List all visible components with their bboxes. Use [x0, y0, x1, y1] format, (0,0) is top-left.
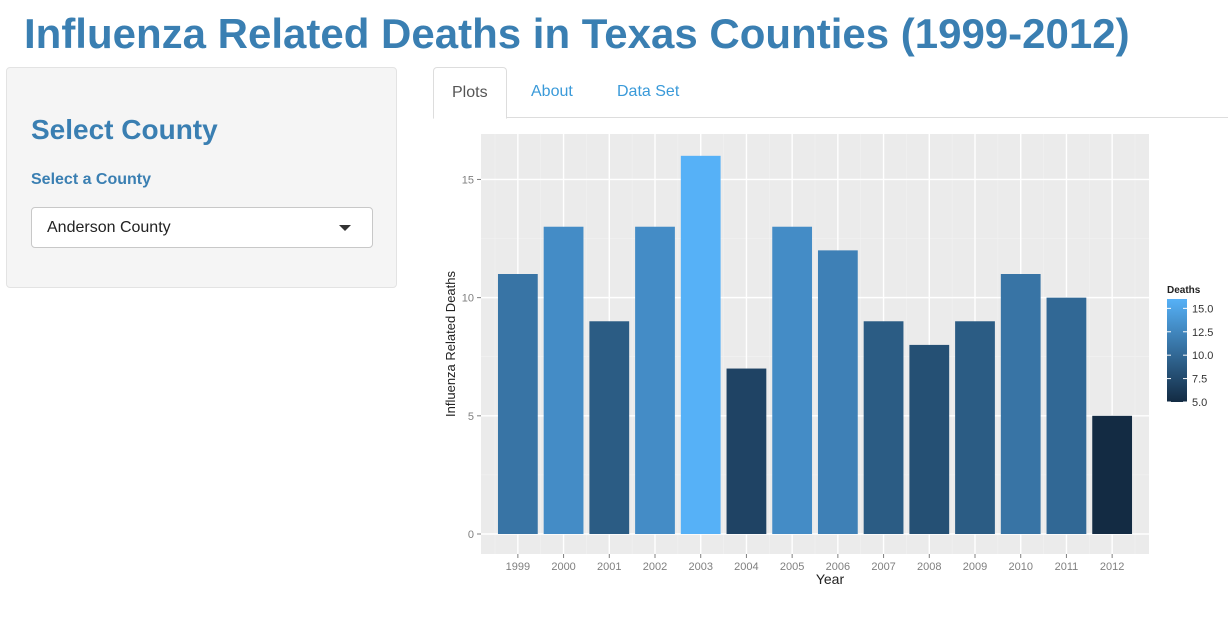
- x-tick-label: 2010: [1008, 561, 1032, 573]
- tab-bar: Plots About Data Set: [433, 67, 1228, 119]
- deaths-chart: 0 5 10 15 1999 2000 2001 2002 2003 2004 2005 2006 2…: [433, 124, 1228, 594]
- bar-2011: [1046, 297, 1087, 534]
- bar-2001: [589, 321, 630, 534]
- x-tick-label: 1999: [506, 561, 530, 573]
- x-tick-label: 2005: [780, 561, 804, 573]
- sidebar-panel: Select County Select a County Anderson C…: [6, 67, 397, 288]
- legend-title: Deaths: [1167, 285, 1201, 296]
- bar-2012: [1092, 415, 1133, 534]
- y-tick-label: 10: [462, 293, 474, 305]
- x-tick-label: 2004: [734, 561, 758, 573]
- tab-plots[interactable]: Plots: [433, 67, 507, 119]
- bar-2004: [726, 368, 767, 534]
- y-axis-ticks: 0 5 10 15: [462, 174, 481, 541]
- chevron-down-icon: [339, 225, 351, 231]
- bar-2008: [909, 344, 950, 534]
- county-select-value: Anderson County: [47, 219, 171, 236]
- y-tick-label: 5: [468, 411, 474, 423]
- legend-tick-label: 5.0: [1192, 397, 1207, 409]
- bar-2009: [955, 321, 995, 534]
- bar-2007: [863, 321, 904, 534]
- legend-tick-label: 7.5: [1192, 374, 1207, 386]
- x-axis-label: Year: [816, 571, 845, 587]
- y-axis-label: Influenza Related Deaths: [443, 271, 458, 417]
- tab-about[interactable]: About: [531, 83, 573, 100]
- y-tick-label: 0: [468, 529, 474, 541]
- bar-2003: [680, 155, 721, 534]
- x-tick-label: 2003: [688, 561, 712, 573]
- x-tick-label: 2002: [643, 561, 667, 573]
- county-select-label: Select a County: [31, 171, 152, 188]
- legend-ticks: 15.0 12.5 10.0 7.5 5.0: [1167, 303, 1213, 409]
- bar-1999: [497, 274, 538, 534]
- sidebar-heading: Select County: [31, 114, 218, 145]
- legend-tick-label: 10.0: [1192, 350, 1213, 362]
- bar-2005: [772, 226, 813, 534]
- grid-minor: [481, 134, 1149, 554]
- deaths-bar-chart: 0 5 10 15 1999 2000 2001 2002 2003 2004 2005 2006 2…: [443, 134, 1213, 587]
- x-tick-label: 2012: [1100, 561, 1124, 573]
- x-tick-label: 2000: [551, 561, 575, 573]
- x-axis-ticks: 1999 2000 2001 2002 2003 2004 2005 2006 2007 2008…: [506, 554, 1124, 573]
- x-tick-label: 2011: [1055, 561, 1079, 573]
- bar-2010: [1000, 274, 1041, 534]
- x-tick-label: 2009: [963, 561, 987, 573]
- bar-2006: [817, 250, 858, 534]
- legend: Deaths 15.0 12.5 10.0 7.5 5.0: [1167, 285, 1213, 409]
- y-tick-label: 15: [462, 174, 474, 186]
- x-tick-label: 2008: [917, 561, 941, 573]
- bar-2000: [543, 226, 584, 534]
- legend-tick-label: 15.0: [1192, 303, 1213, 315]
- x-tick-label: 2001: [597, 561, 621, 573]
- bar-2002: [635, 226, 675, 534]
- legend-tick-label: 12.5: [1192, 327, 1213, 339]
- x-tick-label: 2007: [871, 561, 895, 573]
- bars: [497, 155, 1133, 534]
- page-title: Influenza Related Deaths in Texas Counti…: [24, 10, 1130, 57]
- legend-colorbar: [1167, 299, 1187, 402]
- county-select[interactable]: Anderson County: [31, 207, 373, 248]
- tab-data-set[interactable]: Data Set: [617, 83, 680, 100]
- x-tick-label: 2006: [826, 561, 850, 573]
